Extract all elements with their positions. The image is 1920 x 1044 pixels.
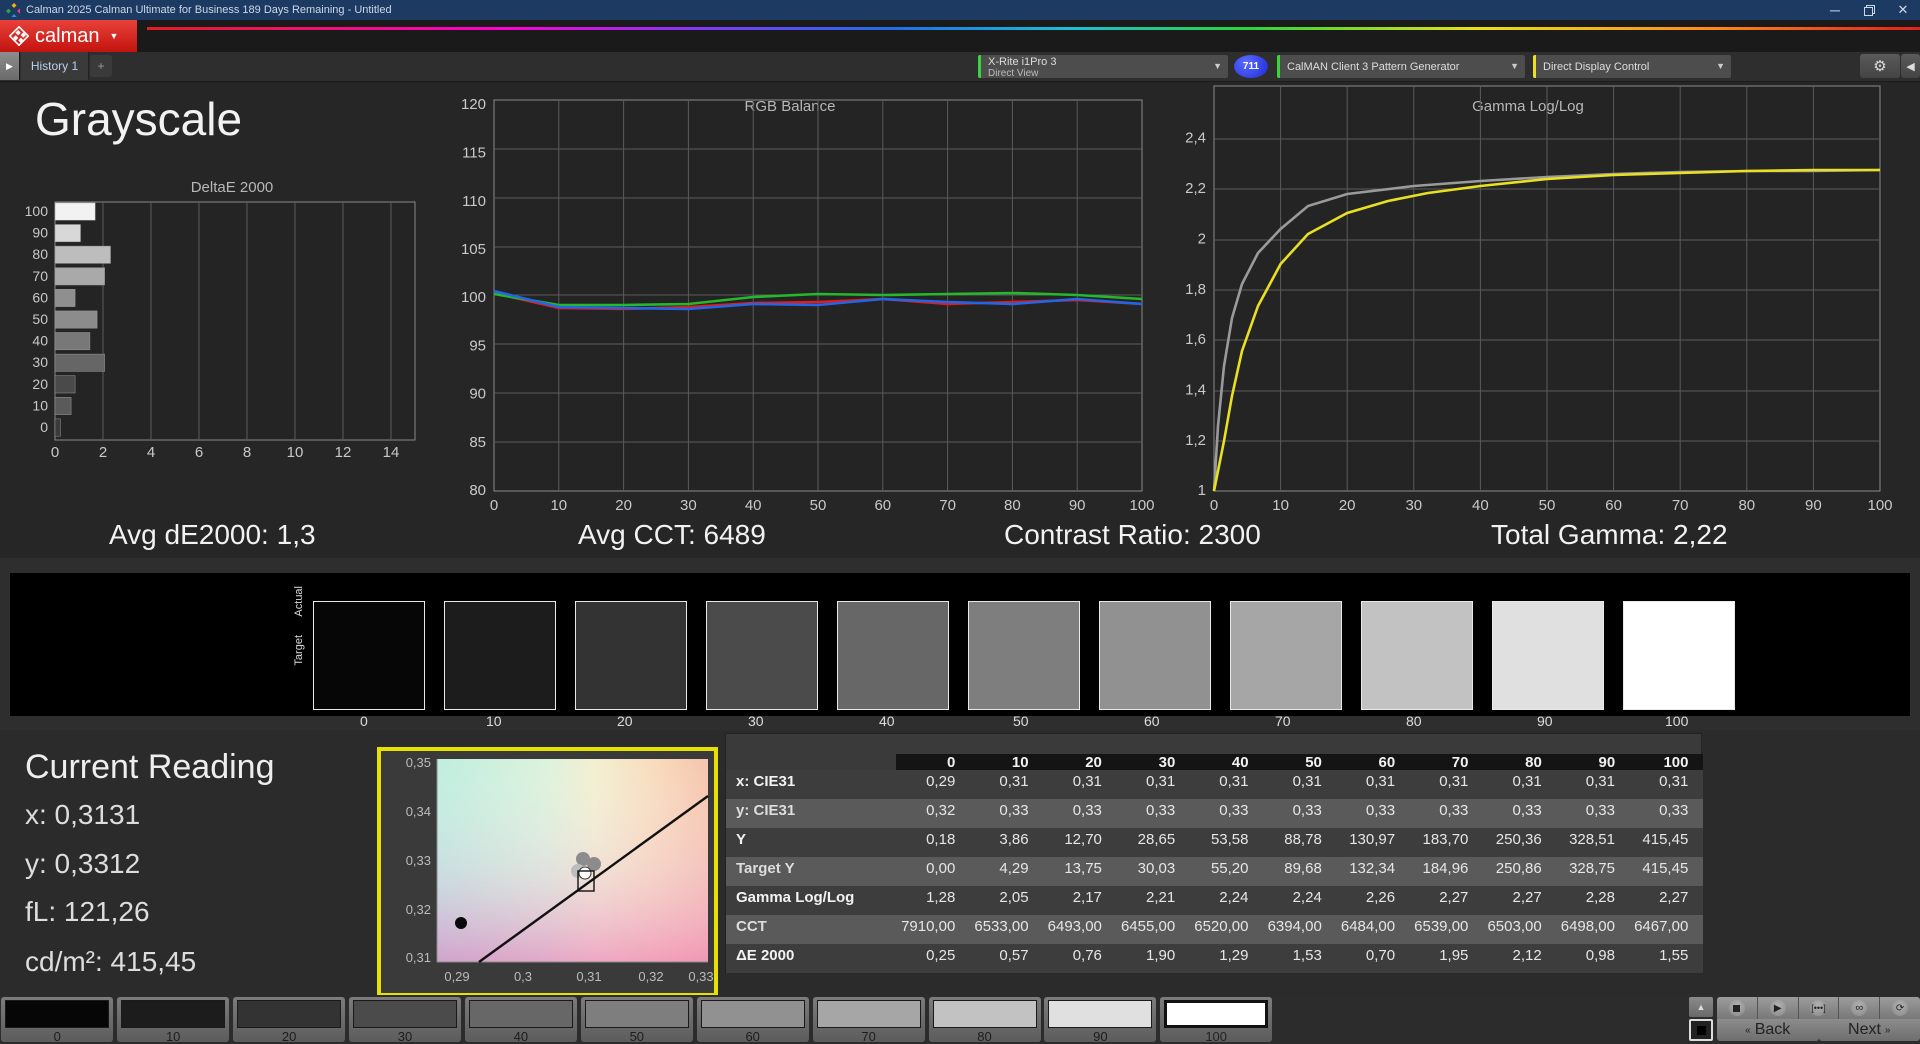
- svg-text:0: 0: [1210, 497, 1218, 514]
- svg-text:10: 10: [287, 444, 304, 461]
- svg-text:120: 120: [461, 96, 486, 113]
- svg-text:80: 80: [469, 482, 486, 499]
- svg-text:8: 8: [243, 444, 251, 461]
- svg-text:2: 2: [99, 444, 107, 461]
- svg-text:90: 90: [469, 386, 486, 403]
- svg-text:0: 0: [40, 419, 48, 435]
- svg-text:0,31: 0,31: [576, 969, 601, 984]
- svg-text:70: 70: [1672, 497, 1689, 514]
- svg-text:10: 10: [1272, 497, 1289, 514]
- svg-text:95: 95: [469, 337, 486, 354]
- svg-text:100: 100: [1129, 497, 1154, 514]
- svg-text:115: 115: [462, 145, 486, 162]
- svg-text:30: 30: [680, 497, 697, 514]
- svg-text:80: 80: [1004, 497, 1021, 514]
- svg-text:0,34: 0,34: [406, 804, 431, 819]
- svg-text:100: 100: [25, 203, 49, 219]
- svg-text:4: 4: [147, 444, 155, 461]
- svg-text:0,32: 0,32: [638, 969, 663, 984]
- svg-text:20: 20: [615, 497, 632, 514]
- svg-text:100: 100: [1867, 497, 1892, 514]
- svg-text:0,33: 0,33: [406, 853, 431, 868]
- svg-text:14: 14: [383, 444, 400, 461]
- svg-text:RGB Balance: RGB Balance: [745, 98, 836, 115]
- svg-text:6: 6: [195, 444, 203, 461]
- svg-text:50: 50: [810, 497, 827, 514]
- svg-text:30: 30: [1405, 497, 1422, 514]
- svg-text:1: 1: [1198, 482, 1206, 499]
- svg-text:90: 90: [1069, 497, 1086, 514]
- svg-text:105: 105: [461, 241, 486, 258]
- svg-text:2,4: 2,4: [1185, 130, 1206, 147]
- svg-text:0,31: 0,31: [406, 950, 431, 965]
- svg-text:0: 0: [490, 497, 498, 514]
- svg-text:2,2: 2,2: [1185, 180, 1206, 197]
- svg-text:12: 12: [335, 444, 352, 461]
- svg-text:90: 90: [1805, 497, 1822, 514]
- svg-text:100: 100: [461, 289, 486, 306]
- svg-text:0,3: 0,3: [514, 969, 532, 984]
- svg-text:50: 50: [32, 311, 48, 327]
- svg-text:80: 80: [32, 246, 48, 262]
- svg-text:60: 60: [874, 497, 891, 514]
- svg-text:0,35: 0,35: [406, 755, 431, 770]
- svg-text:1,2: 1,2: [1185, 432, 1206, 449]
- svg-text:20: 20: [1339, 497, 1356, 514]
- svg-text:40: 40: [1472, 497, 1489, 514]
- svg-text:20: 20: [32, 376, 48, 392]
- svg-text:0,33: 0,33: [688, 969, 713, 984]
- svg-text:2: 2: [1198, 230, 1206, 247]
- svg-text:60: 60: [32, 289, 48, 305]
- svg-text:DeltaE 2000: DeltaE 2000: [191, 179, 274, 196]
- svg-text:85: 85: [469, 434, 486, 451]
- svg-text:50: 50: [1539, 497, 1556, 514]
- svg-text:0,32: 0,32: [406, 902, 431, 917]
- svg-text:80: 80: [1738, 497, 1755, 514]
- svg-text:1,6: 1,6: [1185, 331, 1206, 348]
- svg-text:1,8: 1,8: [1185, 281, 1206, 298]
- svg-text:70: 70: [939, 497, 956, 514]
- svg-text:10: 10: [32, 397, 48, 413]
- svg-text:Gamma Log/Log: Gamma Log/Log: [1472, 98, 1584, 115]
- svg-text:10: 10: [550, 497, 567, 514]
- svg-text:30: 30: [32, 354, 48, 370]
- svg-text:0: 0: [51, 444, 59, 461]
- svg-text:90: 90: [32, 225, 48, 241]
- svg-text:40: 40: [32, 333, 48, 349]
- svg-text:110: 110: [462, 193, 486, 210]
- svg-text:1,4: 1,4: [1185, 382, 1206, 399]
- svg-text:0,29: 0,29: [444, 969, 469, 984]
- svg-text:60: 60: [1605, 497, 1622, 514]
- svg-text:40: 40: [745, 497, 762, 514]
- svg-text:70: 70: [32, 268, 48, 284]
